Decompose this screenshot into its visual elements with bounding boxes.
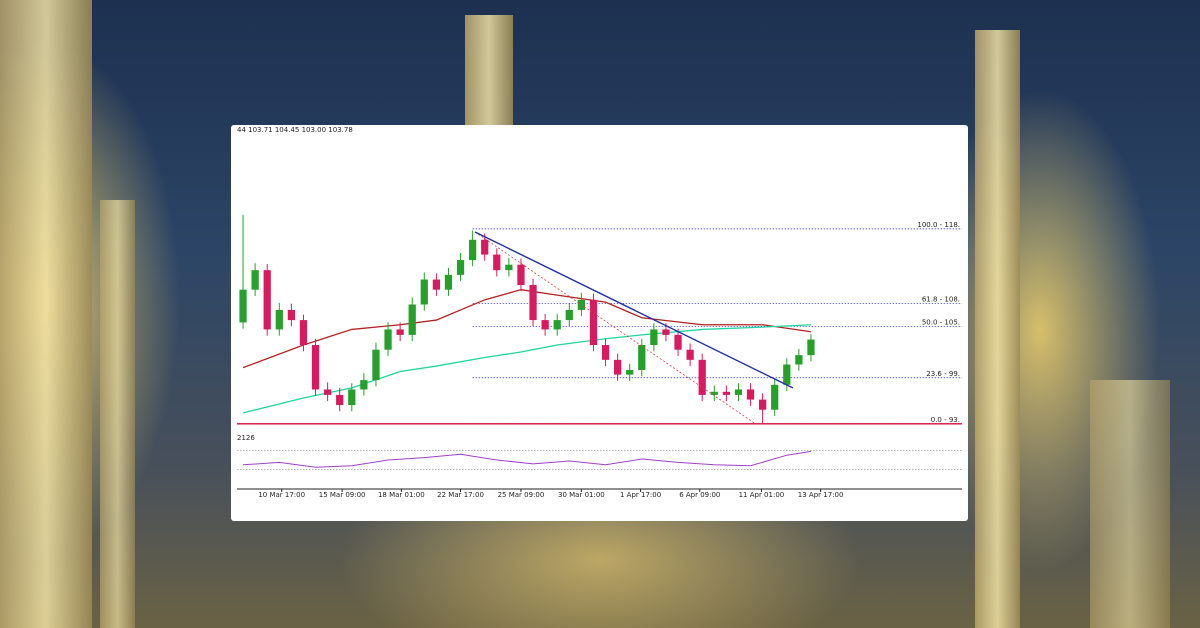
candle-body <box>529 285 537 321</box>
candle-body <box>517 264 525 285</box>
candle-body <box>638 345 646 370</box>
candle-body <box>481 239 489 255</box>
candle-body <box>384 329 392 350</box>
x-tick-label: 13 Apr 17:00 <box>798 491 844 499</box>
projection-line <box>474 231 756 425</box>
candle-body <box>589 299 598 346</box>
x-tick-label: 30 Mar 01:00 <box>558 491 605 499</box>
x-tick-label: 10 Mar 17:00 <box>258 491 305 499</box>
candle-body <box>493 254 501 271</box>
fib-label: 23.6 - 99. <box>926 370 960 378</box>
candle-body <box>541 320 549 330</box>
candle-body <box>650 329 658 346</box>
pipe <box>1090 380 1170 628</box>
tower <box>465 15 513 125</box>
x-tick-label: 6 Apr 09:00 <box>679 491 720 499</box>
chart-header: 44 103.71 104.45 103.00 103.78 <box>237 126 353 134</box>
candle-body <box>469 239 477 261</box>
candle-body <box>432 279 440 290</box>
candle-body <box>771 384 779 410</box>
tower <box>0 0 92 628</box>
indicator-label: 2126 <box>237 434 255 442</box>
tower <box>975 30 1020 628</box>
pipe <box>100 200 135 628</box>
candle-body <box>505 264 513 271</box>
candle-body <box>408 304 416 335</box>
candle-body <box>686 349 694 360</box>
candle-body <box>251 270 259 290</box>
candle-body <box>795 355 803 365</box>
candle-body <box>299 320 308 346</box>
candle-body <box>372 349 380 381</box>
candle-body <box>360 380 368 390</box>
x-tick-label: 25 Mar 09:00 <box>498 491 545 499</box>
candle-body <box>601 345 610 360</box>
x-tick-label: 11 Apr 01:00 <box>739 491 785 499</box>
trendline <box>474 231 794 389</box>
candle-body <box>614 359 622 375</box>
fib-label: 50.0 - 105. <box>922 318 960 326</box>
candle-body <box>287 309 295 321</box>
candle-body <box>662 329 670 335</box>
x-tick-label: 1 Apr 17:00 <box>620 491 661 499</box>
x-tick-label: 15 Mar 09:00 <box>319 491 366 499</box>
candle-body <box>565 309 573 321</box>
candle-body <box>263 270 271 330</box>
candle-body <box>759 399 767 410</box>
candle-body <box>553 320 561 330</box>
indicator-line <box>243 450 812 468</box>
candle-body <box>722 391 730 395</box>
candle-body <box>336 394 344 406</box>
candle-body <box>710 391 718 395</box>
candle-body <box>324 389 332 395</box>
candle-body <box>807 339 815 356</box>
candle-body <box>734 389 743 395</box>
candle-body <box>783 364 791 385</box>
chart-panel <box>231 125 968 521</box>
candle-body <box>456 260 465 275</box>
candle-body <box>275 309 283 330</box>
x-tick-label: 18 Mar 01:00 <box>378 491 425 499</box>
candle-body <box>698 359 706 395</box>
fib-label: 0.0 - 93. <box>931 416 960 424</box>
fib-label: 100.0 - 118. <box>917 221 960 229</box>
candle-body <box>311 345 320 390</box>
candle-body <box>396 329 404 335</box>
candle-body <box>626 369 634 375</box>
candle-body <box>444 274 453 290</box>
candle-body <box>348 389 356 406</box>
candle-body <box>674 334 682 350</box>
candle-body <box>746 389 755 400</box>
candle-body <box>420 279 428 305</box>
fib-label: 61.8 - 108. <box>922 295 960 303</box>
candle-body <box>239 289 247 323</box>
x-tick-label: 22 Mar 17:00 <box>437 491 484 499</box>
